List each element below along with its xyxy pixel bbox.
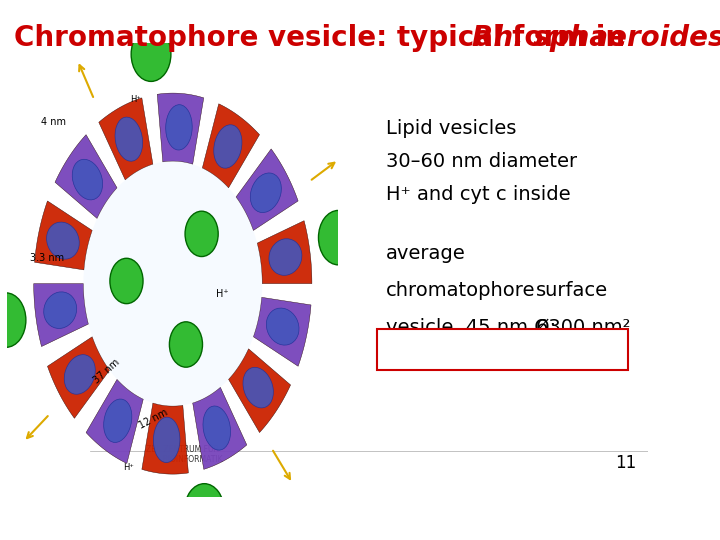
Polygon shape (48, 337, 109, 418)
Polygon shape (99, 98, 153, 180)
Circle shape (0, 293, 26, 347)
Text: surface: surface (536, 281, 608, 300)
Circle shape (131, 27, 171, 82)
Text: Chromatophore vesicle: typical form in: Chromatophore vesicle: typical form in (14, 24, 635, 52)
Ellipse shape (104, 399, 132, 442)
Polygon shape (86, 380, 143, 463)
Text: H⁺: H⁺ (216, 289, 228, 299)
Text: 3.3 nm: 3.3 nm (30, 253, 65, 263)
Text: Vesicles are really small!: Vesicles are really small! (382, 340, 624, 359)
Text: H⁺: H⁺ (123, 463, 134, 471)
Polygon shape (228, 349, 291, 433)
Circle shape (84, 161, 262, 406)
Ellipse shape (47, 222, 79, 259)
Circle shape (169, 322, 202, 367)
Text: average: average (386, 244, 466, 262)
Ellipse shape (269, 239, 302, 275)
Text: 6300 nm²: 6300 nm² (536, 319, 631, 338)
Ellipse shape (203, 406, 230, 450)
Ellipse shape (166, 105, 192, 150)
Circle shape (185, 211, 218, 256)
Ellipse shape (153, 417, 180, 463)
Polygon shape (35, 201, 92, 270)
Circle shape (318, 211, 359, 265)
Text: H⁺: H⁺ (130, 95, 140, 104)
Polygon shape (157, 93, 204, 164)
Polygon shape (34, 284, 89, 347)
Polygon shape (257, 221, 312, 284)
Ellipse shape (115, 117, 143, 161)
Text: 4 nm: 4 nm (41, 117, 66, 127)
Polygon shape (193, 387, 247, 469)
Ellipse shape (44, 292, 76, 328)
Ellipse shape (243, 367, 274, 408)
Ellipse shape (251, 173, 282, 213)
Polygon shape (253, 298, 311, 366)
Polygon shape (55, 134, 117, 219)
Text: vesicle, 45 nm Ø:: vesicle, 45 nm Ø: (386, 319, 556, 338)
Polygon shape (142, 403, 189, 474)
Text: 37 nm: 37 nm (91, 357, 122, 386)
Text: Lipid vesicles: Lipid vesicles (386, 119, 516, 138)
Ellipse shape (72, 159, 103, 200)
Polygon shape (202, 104, 259, 188)
Text: chromatophore: chromatophore (386, 281, 535, 300)
Ellipse shape (64, 355, 95, 394)
Circle shape (184, 484, 224, 538)
Text: 12 nm: 12 nm (137, 407, 169, 431)
Polygon shape (236, 149, 298, 231)
Text: H⁺ and cyt c inside: H⁺ and cyt c inside (386, 185, 570, 204)
FancyBboxPatch shape (377, 329, 629, 370)
Text: 30–60 nm diameter: 30–60 nm diameter (386, 152, 577, 171)
Ellipse shape (266, 308, 299, 345)
Text: Rh. sphaeroides: Rh. sphaeroides (472, 24, 720, 52)
Text: ZBI  ZENTRUM FÜR
       BIOINFORMATIK: ZBI ZENTRUM FÜR BIOINFORMATIK (145, 444, 222, 464)
Text: 11: 11 (616, 454, 637, 472)
Circle shape (110, 258, 143, 303)
Ellipse shape (214, 125, 242, 168)
